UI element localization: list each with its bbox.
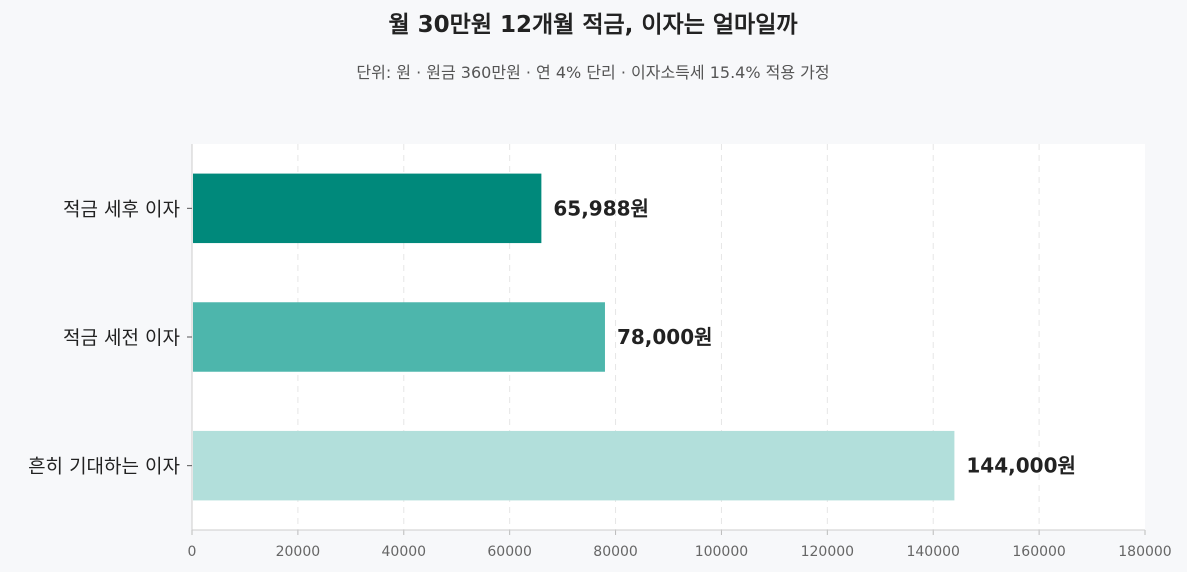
x-tick-label: 40000	[382, 544, 427, 560]
bar-value-label: 78,000원	[617, 325, 713, 349]
chart-title: 월 30만원 12개월 적금, 이자는 얼마일까	[388, 12, 797, 38]
bar	[193, 302, 605, 372]
x-tick-label: 0	[188, 544, 197, 560]
x-tick-label: 20000	[276, 544, 321, 560]
axes: 0 20000 40000 60000 80000 100000 120000 140000 1…	[28, 144, 1172, 560]
category-label: 적금 세후 이자	[63, 198, 180, 220]
bar	[193, 173, 542, 244]
category-label: 적금 세전 이자	[63, 327, 180, 349]
bar-value-label: 65,988원	[553, 196, 649, 220]
x-tick-label: 100000	[695, 544, 748, 560]
bar-value-label: 144,000원	[966, 454, 1076, 478]
x-tick-label: 60000	[487, 544, 532, 560]
x-tick-label: 140000	[906, 544, 959, 560]
bar	[193, 430, 955, 501]
x-tick-label: 80000	[593, 544, 638, 560]
bars: 65,988원 78,000원 144,000원	[193, 173, 1076, 501]
x-tick-label: 160000	[1012, 544, 1065, 560]
chart-subtitle: 단위: 원 · 원금 360만원 · 연 4% 단리 · 이자소득세 15.4%…	[356, 63, 829, 82]
category-label: 흔히 기대하는 이자	[28, 456, 180, 478]
x-tick-label: 180000	[1118, 544, 1171, 560]
x-tick-label: 120000	[801, 544, 854, 560]
